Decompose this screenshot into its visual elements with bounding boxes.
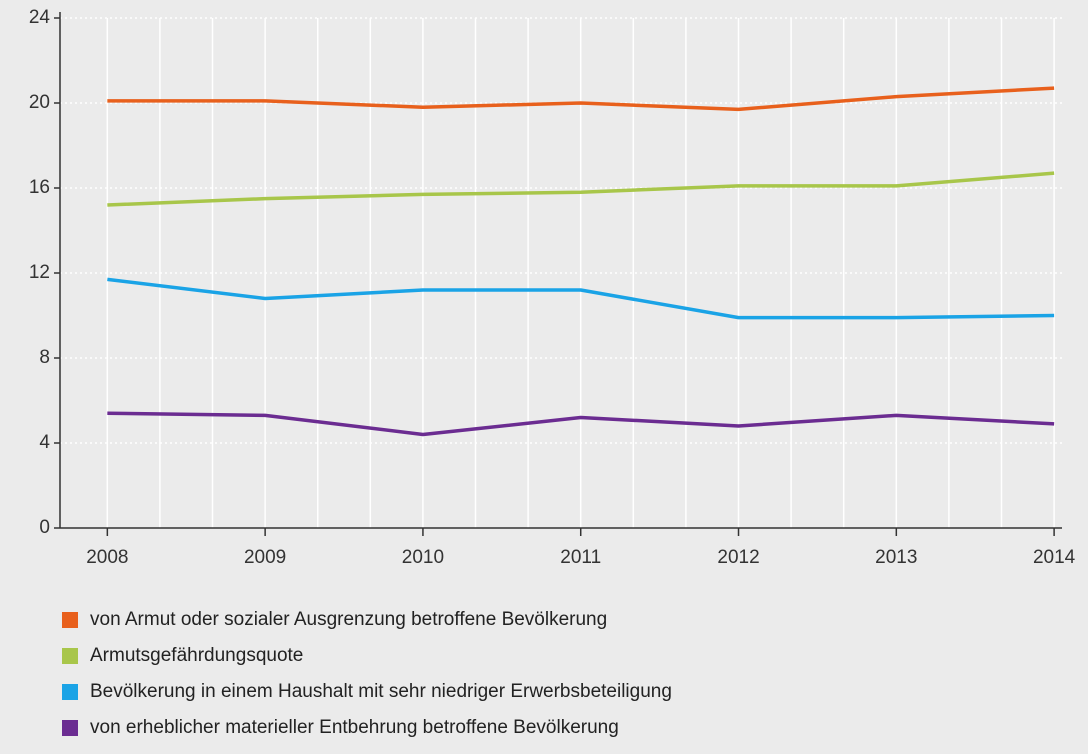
legend-swatch: [62, 720, 78, 736]
legend-label: von erheblicher materieller Entbehrung b…: [90, 717, 619, 738]
y-tick-label: 12: [29, 262, 50, 283]
legend-swatch: [62, 612, 78, 628]
x-tick-label: 2008: [86, 547, 128, 568]
x-tick-label: 2013: [875, 547, 917, 568]
series-line: [107, 411, 1055, 437]
legend-label: Bevölkerung in einem Haushalt mit sehr n…: [90, 681, 672, 702]
x-tick-label: 2011: [560, 547, 601, 568]
legend-label: Armutsgefährdungsquote: [90, 645, 303, 666]
series-line: [107, 86, 1055, 112]
x-tick-label: 2012: [717, 547, 759, 568]
x-tick-label: 2010: [402, 547, 444, 568]
y-tick-label: 16: [29, 177, 50, 198]
y-tick-label: 4: [39, 432, 50, 453]
y-tick-label: 8: [39, 347, 50, 368]
series-line: [107, 171, 1055, 207]
y-tick-label: 24: [29, 7, 51, 28]
y-tick-label: 0: [39, 517, 50, 538]
legend-swatch: [62, 648, 78, 664]
x-tick-label: 2009: [244, 547, 286, 568]
x-tick-label: 2014: [1033, 547, 1076, 568]
legend-swatch: [62, 684, 78, 700]
y-tick-label: 20: [29, 92, 50, 113]
series-line: [107, 277, 1055, 320]
legend-label: von Armut oder sozialer Ausgrenzung betr…: [90, 609, 607, 630]
